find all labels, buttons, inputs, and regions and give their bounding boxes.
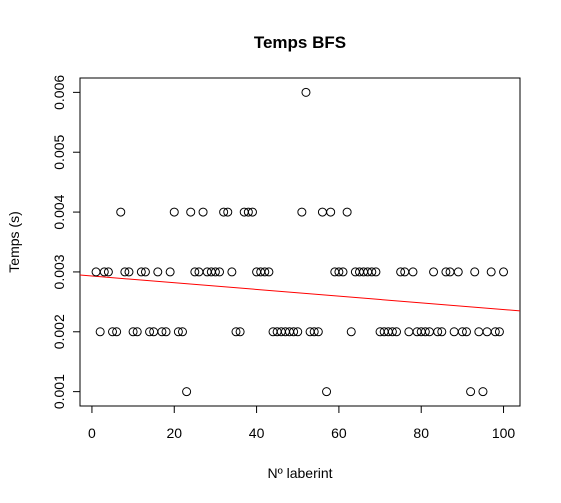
- data-point: [301, 87, 311, 97]
- data-point: [182, 387, 192, 397]
- data-point: [264, 267, 274, 277]
- data-point: [289, 327, 299, 337]
- data-point: [338, 267, 348, 277]
- y-axis-label: Temps (s): [6, 211, 22, 272]
- data-point: [457, 327, 467, 337]
- data-point: [494, 327, 504, 337]
- y-tick-label: 0.006: [51, 75, 67, 110]
- data-point: [161, 327, 171, 337]
- data-point: [404, 327, 414, 337]
- data-point: [169, 207, 179, 217]
- data-point: [317, 207, 327, 217]
- x-tick-label: 40: [249, 425, 265, 441]
- data-point: [313, 327, 323, 337]
- data-point: [474, 327, 484, 337]
- y-tick-label: 0.005: [51, 134, 67, 169]
- data-point: [346, 327, 356, 337]
- data-point: [437, 327, 447, 337]
- data-point: [247, 207, 257, 217]
- data-point: [177, 327, 187, 337]
- data-point: [157, 327, 167, 337]
- data-point: [112, 327, 122, 337]
- trend-line: [79, 274, 521, 312]
- data-point: [231, 327, 241, 337]
- data-point: [334, 267, 344, 277]
- data-point: [490, 327, 500, 337]
- data-point: [470, 267, 480, 277]
- data-point: [260, 267, 270, 277]
- data-point: [408, 267, 418, 277]
- data-point: [140, 267, 150, 277]
- data-point: [91, 267, 101, 277]
- data-points: [91, 87, 509, 397]
- data-point: [342, 207, 352, 217]
- x-tick-label: 0: [88, 425, 96, 441]
- data-point: [429, 267, 439, 277]
- y-axis: 0.001 0.002 0.003 0.004 0.005 0.006: [51, 75, 81, 409]
- data-point: [461, 327, 471, 337]
- y-tick-label: 0.003: [51, 254, 67, 289]
- x-tick-label: 20: [166, 425, 182, 441]
- x-tick-label: 60: [331, 425, 347, 441]
- data-point: [190, 267, 200, 277]
- data-point: [420, 327, 430, 337]
- data-point: [243, 207, 253, 217]
- data-point: [219, 207, 229, 217]
- data-point: [392, 327, 402, 337]
- data-point: [371, 267, 381, 277]
- data-point: [198, 207, 208, 217]
- data-point: [136, 267, 146, 277]
- data-point: [173, 327, 183, 337]
- data-point: [103, 267, 113, 277]
- data-point: [165, 267, 175, 277]
- data-point: [441, 267, 451, 277]
- data-point: [433, 327, 443, 337]
- data-point: [322, 387, 332, 397]
- data-point: [482, 327, 492, 337]
- data-point: [223, 207, 233, 217]
- data-point: [95, 327, 105, 337]
- y-tick-label: 0.004: [51, 194, 67, 229]
- data-point: [227, 267, 237, 277]
- y-tick-label: 0.002: [51, 314, 67, 349]
- data-point: [387, 327, 397, 337]
- data-point: [132, 327, 142, 337]
- plot-area-frame: [79, 77, 521, 407]
- data-point: [466, 387, 476, 397]
- data-point: [153, 267, 163, 277]
- data-point: [478, 387, 488, 397]
- chart-title: Temps BFS: [254, 33, 346, 52]
- data-point: [235, 327, 245, 337]
- y-tick-label: 0.001: [51, 374, 67, 409]
- data-point: [145, 327, 155, 337]
- data-point: [186, 207, 196, 217]
- data-point: [309, 327, 319, 337]
- data-point: [499, 267, 509, 277]
- data-point: [367, 267, 377, 277]
- x-tick-label: 100: [492, 425, 516, 441]
- data-point: [215, 267, 225, 277]
- data-point: [396, 267, 406, 277]
- data-point: [453, 267, 463, 277]
- data-point: [297, 207, 307, 217]
- x-axis: 0 20 40 60 80 100: [88, 405, 516, 441]
- data-point: [124, 267, 134, 277]
- data-point: [99, 267, 109, 277]
- x-tick-label: 80: [413, 425, 429, 441]
- data-point: [120, 267, 130, 277]
- data-point: [449, 327, 459, 337]
- data-point: [116, 207, 126, 217]
- data-point: [486, 267, 496, 277]
- data-point: [293, 327, 303, 337]
- data-point: [108, 327, 118, 337]
- data-point: [128, 327, 138, 337]
- x-axis-label: Nº laberint: [267, 465, 332, 481]
- data-point: [210, 267, 220, 277]
- data-point: [326, 207, 336, 217]
- trend-line-group: [79, 274, 521, 312]
